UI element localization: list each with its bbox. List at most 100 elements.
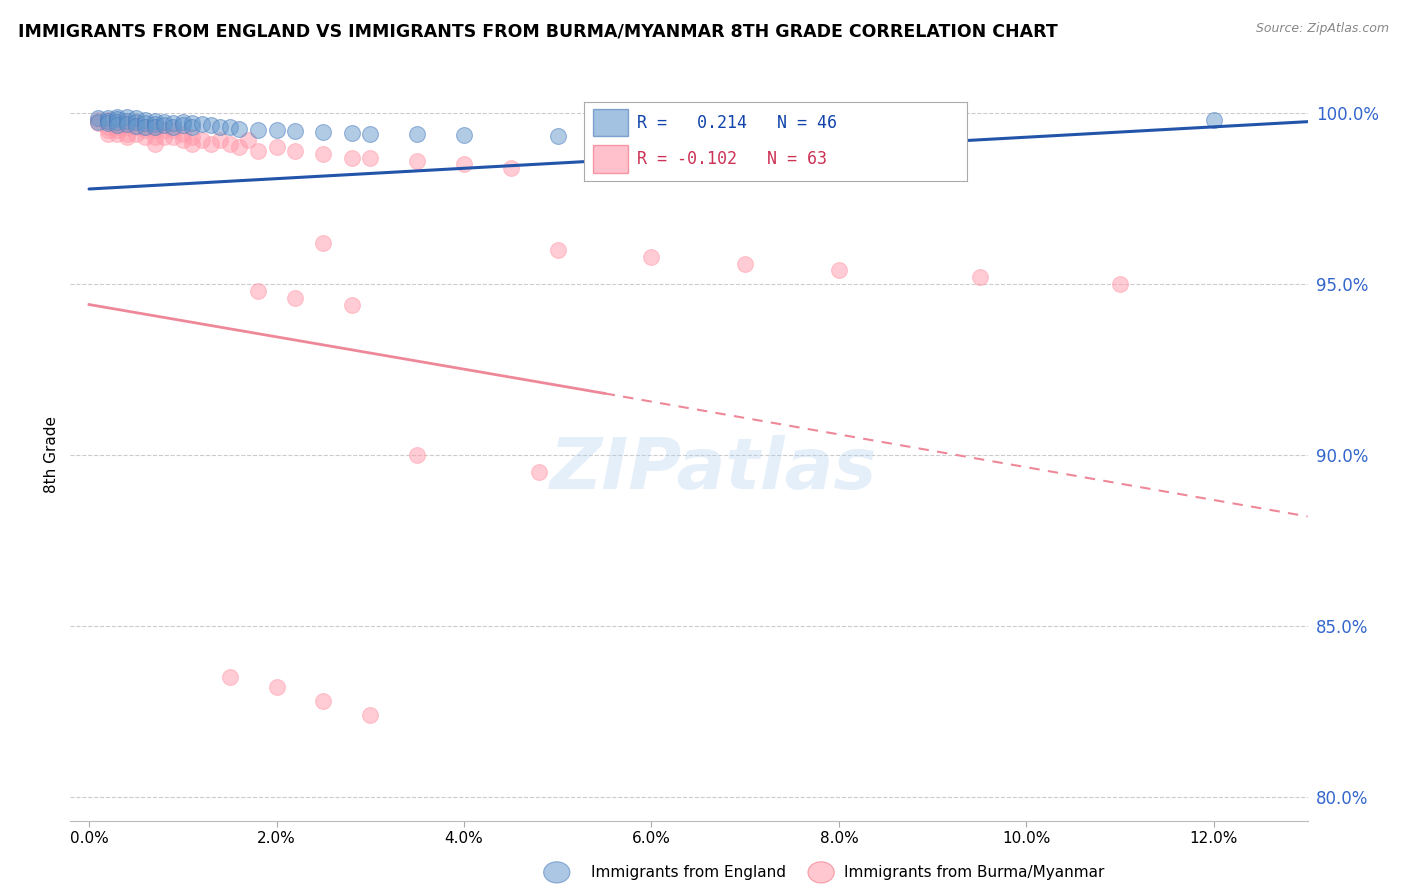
Point [246,284,269,298]
Point [125,114,148,128]
Point [143,130,166,145]
Point [153,130,176,145]
Point [143,117,166,131]
Point [312,694,335,708]
Point [153,114,176,128]
Point [266,123,288,137]
Point [172,127,194,141]
Point [312,125,335,139]
Point [97,116,120,130]
Point [143,123,166,137]
Point [115,116,138,130]
Point [1109,277,1132,291]
Point [181,130,204,145]
Point [218,120,240,135]
Point [143,113,166,128]
Point [115,117,138,131]
Text: Immigrants from Burma/Myanmar: Immigrants from Burma/Myanmar [844,865,1104,880]
Point [172,133,194,147]
Point [200,118,222,132]
Point [125,120,148,134]
Point [453,157,475,171]
Point [105,116,128,130]
Point [134,120,156,134]
Point [87,112,110,126]
Point [527,465,550,479]
Point [200,136,222,151]
Point [143,120,166,135]
Point [105,127,128,141]
Point [266,140,288,154]
Point [134,120,156,134]
Point [87,112,110,127]
Point [340,297,363,311]
Point [238,133,260,147]
Point [115,130,138,145]
Point [181,136,204,151]
Point [359,151,381,165]
Point [228,121,250,136]
Ellipse shape [544,862,569,883]
Point [172,118,194,132]
Point [340,126,363,140]
Point [190,117,212,131]
Point [97,113,120,128]
Text: IMMIGRANTS FROM ENGLAND VS IMMIGRANTS FROM BURMA/MYANMAR 8TH GRADE CORRELATION C: IMMIGRANTS FROM ENGLAND VS IMMIGRANTS FR… [18,22,1059,40]
Ellipse shape [808,862,834,883]
Point [125,112,148,126]
Point [143,120,166,134]
Point [218,670,240,684]
Point [115,127,138,141]
Point [87,114,110,128]
Text: Immigrants from England: Immigrants from England [591,865,786,880]
Point [547,243,569,257]
Point [162,116,184,130]
Point [105,112,128,127]
Point [359,127,381,141]
Point [97,123,120,137]
Point [246,122,269,136]
Point [640,130,662,145]
Point [87,116,110,130]
Point [312,147,335,161]
Point [246,144,269,158]
Point [97,127,120,141]
Point [499,161,522,175]
Point [105,118,128,132]
Point [190,133,212,147]
Point [134,130,156,145]
Point [406,448,429,462]
Point [105,123,128,137]
Point [143,136,166,151]
Point [921,132,943,146]
Point [734,256,756,270]
Point [209,120,232,134]
Point [162,123,184,137]
Point [181,116,204,130]
Point [359,707,381,722]
Point [181,120,204,134]
Point [172,114,194,128]
Point [115,113,138,128]
Point [162,120,184,134]
Point [1202,112,1225,127]
Point [284,291,307,305]
Point [97,112,120,127]
Y-axis label: 8th Grade: 8th Grade [44,417,59,493]
Point [969,270,991,285]
Point [125,116,148,130]
Point [284,144,307,158]
Point [406,128,429,142]
Point [284,124,307,138]
Point [115,120,138,134]
Point [105,114,128,128]
Point [209,133,232,147]
Point [340,151,363,165]
Point [134,116,156,130]
Point [97,120,120,134]
Text: ZIPatlas: ZIPatlas [550,435,877,504]
Point [547,129,569,144]
Point [105,120,128,134]
Point [453,128,475,143]
Point [105,110,128,124]
